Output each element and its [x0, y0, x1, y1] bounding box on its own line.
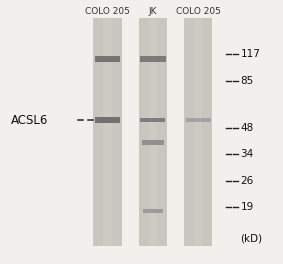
- Bar: [184, 18, 212, 246]
- Bar: [95, 56, 120, 62]
- Bar: [103, 18, 112, 246]
- Text: 34: 34: [241, 149, 254, 159]
- Bar: [194, 18, 202, 246]
- Bar: [142, 140, 164, 145]
- Text: COLO 205: COLO 205: [176, 7, 220, 16]
- Bar: [143, 209, 163, 213]
- Text: 48: 48: [241, 123, 254, 133]
- Text: JK: JK: [149, 7, 157, 16]
- Bar: [140, 118, 165, 122]
- Text: ACSL6: ACSL6: [11, 114, 49, 127]
- Bar: [140, 56, 166, 62]
- Text: (kD): (kD): [241, 234, 263, 244]
- Bar: [139, 18, 167, 246]
- Text: 117: 117: [241, 49, 260, 59]
- Bar: [93, 18, 122, 246]
- Bar: [149, 18, 157, 246]
- Text: 26: 26: [241, 176, 254, 186]
- Bar: [186, 118, 211, 122]
- Text: 85: 85: [241, 76, 254, 86]
- Text: COLO 205: COLO 205: [85, 7, 130, 16]
- Bar: [95, 117, 120, 123]
- Text: 19: 19: [241, 202, 254, 212]
